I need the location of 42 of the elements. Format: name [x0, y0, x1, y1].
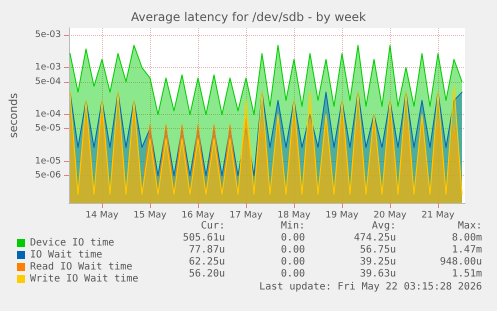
text: 0.00	[280, 244, 305, 256]
text: 1.51m	[452, 268, 482, 280]
x-tick-label: 16 May	[182, 210, 216, 220]
legend-label: Read IO Wait time	[30, 262, 132, 272]
x-tick-label: 21 May	[422, 210, 456, 220]
x-tick-label: 15 May	[134, 210, 168, 220]
x-tick-label: 17 May	[230, 210, 264, 220]
y-tick-label: 1e-03	[35, 62, 61, 73]
text: 0.00	[280, 268, 305, 280]
text: 8.00m	[452, 232, 482, 244]
text: Avg:	[372, 220, 396, 232]
text: 77.87u	[188, 244, 225, 256]
y-tick-label: 1e-05	[35, 156, 61, 166]
y-tick-label: 1e-04	[35, 110, 62, 120]
chart-title: Average latency for /dev/sdb - by week	[131, 10, 366, 24]
y-tick-label: 5e-04	[35, 76, 62, 87]
text: 62.25u	[188, 256, 225, 268]
text: 948.00u	[440, 256, 482, 268]
text: 39.63u	[360, 268, 396, 280]
text: 474.25u	[354, 232, 396, 244]
text: Last update: Fri May 22 03:15:28 2026	[259, 282, 482, 292]
text: Max:	[458, 220, 482, 232]
text: 0.00	[280, 232, 305, 244]
text: 505.61u	[182, 232, 225, 244]
y-tick-label: 5e-03	[35, 30, 61, 40]
x-tick-label: 20 May	[374, 210, 408, 220]
y-axis-title: seconds	[7, 92, 20, 138]
legend-label: IO Wait time	[30, 250, 102, 260]
legend-label: Write IO Wait time	[30, 274, 138, 284]
y-tick-label: 5e-06	[35, 170, 62, 181]
text: Min:	[280, 220, 305, 232]
x-tick-label: 19 May	[326, 210, 360, 220]
text: Cur:	[200, 220, 225, 232]
y-tick-label: 5e-05	[35, 124, 61, 134]
text: 39.25u	[360, 256, 396, 268]
text: 0.00	[280, 256, 305, 268]
legend-label: Device IO time	[30, 238, 114, 248]
text: 1.47m	[452, 244, 482, 256]
text: 56.20u	[188, 268, 225, 280]
x-tick-label: 14 May	[86, 210, 120, 220]
text: 56.75u	[360, 244, 396, 256]
x-tick-label: 18 May	[278, 210, 312, 220]
